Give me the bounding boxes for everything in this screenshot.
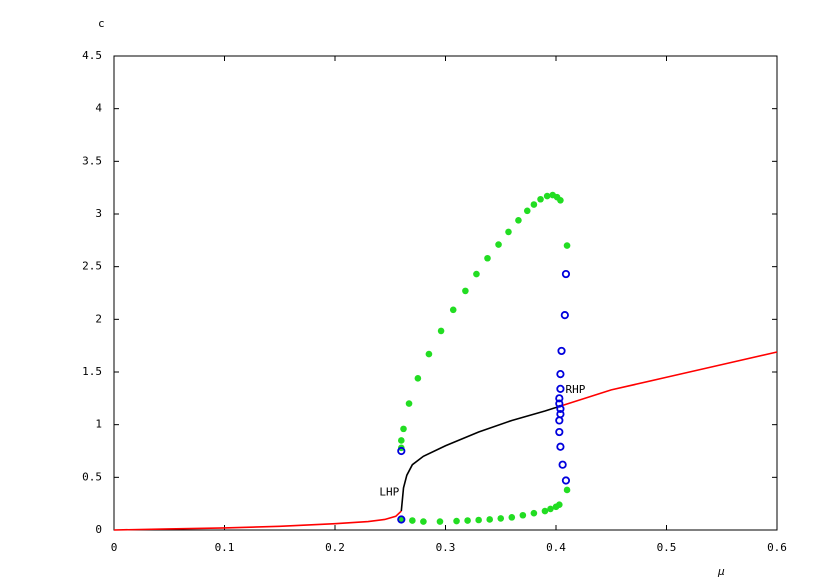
point [556, 384, 565, 393]
point [505, 228, 512, 236]
point [555, 416, 564, 425]
x-tick-label: 0.1 [215, 541, 235, 554]
point [464, 517, 471, 524]
point [397, 515, 406, 524]
point [556, 404, 565, 413]
y-tick-label: 0.5 [82, 470, 102, 483]
y-tick-label: 3 [95, 207, 102, 220]
y-tick-label: 4 [95, 102, 102, 115]
point [561, 269, 571, 279]
point [398, 437, 405, 444]
point [530, 509, 538, 517]
point [530, 201, 538, 208]
x-axis-label: μ [717, 565, 725, 578]
point [484, 254, 491, 262]
y-tick-label: 1 [95, 418, 102, 431]
plot-frame [113, 55, 778, 531]
y-tick-label: 1.5 [82, 365, 102, 378]
point [515, 217, 522, 224]
point [555, 399, 564, 408]
point [397, 446, 406, 456]
x-tick-label: 0.2 [325, 541, 345, 554]
annotation: LHP [379, 486, 399, 499]
x-tick-label: 0.6 [767, 541, 787, 554]
point [409, 517, 416, 524]
x-tick-label: 0.4 [546, 541, 566, 554]
point [449, 306, 457, 314]
y-tick-label: 4.5 [82, 49, 102, 62]
point [556, 442, 565, 451]
point [475, 516, 482, 524]
point [555, 427, 564, 437]
curve [113, 510, 402, 531]
point [473, 270, 480, 278]
point [556, 370, 565, 379]
point [557, 197, 564, 204]
x-tick-label: 0.5 [657, 541, 677, 554]
point [400, 425, 407, 433]
annotation: RHP [566, 383, 586, 396]
point [436, 518, 444, 525]
point [405, 400, 413, 407]
point [519, 511, 527, 519]
point [414, 375, 422, 382]
point [495, 241, 502, 248]
y-tick-label: 0 [95, 523, 102, 536]
point [561, 476, 571, 485]
point [437, 327, 445, 335]
point [523, 207, 531, 215]
point [420, 518, 427, 525]
point [543, 192, 551, 200]
point [425, 350, 433, 358]
point [563, 486, 571, 494]
point [563, 242, 571, 249]
point [541, 507, 549, 515]
point [398, 516, 405, 523]
point [497, 515, 505, 522]
point [486, 516, 494, 523]
y-axis-label: c [98, 17, 105, 30]
point [560, 311, 569, 320]
point [462, 287, 469, 295]
y-tick-label: 3.5 [82, 154, 102, 167]
point [508, 514, 516, 521]
point [453, 517, 460, 525]
curve [400, 404, 562, 512]
x-tick-label: 0.3 [436, 541, 456, 554]
point [556, 501, 563, 509]
point [555, 394, 564, 403]
point [537, 195, 544, 203]
x-tick-label: 0 [111, 541, 118, 554]
point [558, 460, 567, 469]
y-tick-label: 2.5 [82, 260, 102, 273]
point [557, 346, 566, 356]
point [547, 505, 554, 513]
y-tick-label: 2 [95, 312, 102, 325]
curve [561, 351, 778, 407]
